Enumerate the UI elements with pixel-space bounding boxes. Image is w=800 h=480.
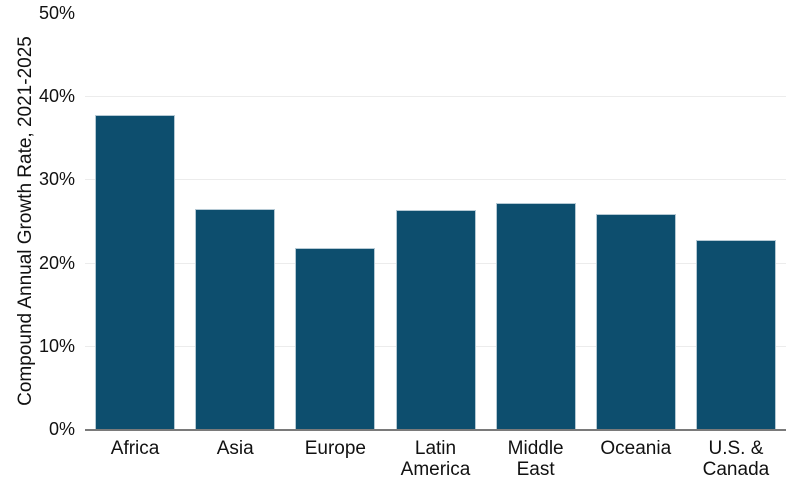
y-tick-label: 30%: [38, 169, 75, 190]
x-tick-label: Asia: [216, 438, 254, 459]
bar-middle-east: [495, 202, 576, 429]
gridline-40: [85, 96, 786, 98]
gridline-30: [85, 179, 786, 181]
x-tick-label: Oceania: [600, 438, 672, 459]
x-tick-label: Europe: [304, 438, 366, 459]
plot-area: [85, 13, 786, 431]
y-tick-label: 20%: [38, 252, 75, 273]
bar-africa: [95, 114, 176, 429]
x-tick-label: Latin America: [400, 438, 471, 480]
y-tick-label: 10%: [38, 335, 75, 356]
bar-oceania: [595, 214, 676, 429]
x-tick-label: Middle East: [507, 438, 564, 480]
bar-europe: [295, 248, 376, 429]
bar-asia: [195, 209, 276, 429]
y-tick-label: 0%: [48, 419, 75, 439]
y-tick-label: 40%: [38, 86, 75, 107]
bar-latin-america: [395, 210, 476, 429]
x-tick-label: U.S. & Canada: [702, 438, 770, 480]
x-tick-label: Africa: [110, 438, 160, 459]
bar-u.s.-&-canada: [695, 240, 776, 429]
y-tick-label: 50%: [38, 3, 75, 23]
